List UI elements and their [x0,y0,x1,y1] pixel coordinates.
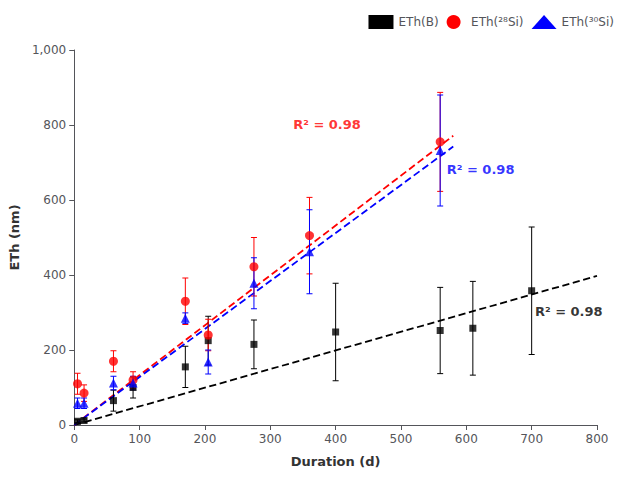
svg-text:600: 600 [43,193,66,207]
svg-text:800: 800 [586,432,609,446]
svg-text:300: 300 [259,432,282,446]
svg-text:400: 400 [324,432,347,446]
svg-text:100: 100 [128,432,151,446]
svg-text:400: 400 [43,268,66,282]
svg-text:1,000: 1,000 [32,43,66,57]
svg-text:500: 500 [390,432,413,446]
svg-text:R² = 0.98: R² = 0.98 [447,162,515,177]
svg-text:ETh (nm): ETh (nm) [7,204,22,270]
svg-text:600: 600 [455,432,478,446]
svg-text:800: 800 [43,118,66,132]
svg-text:0: 0 [59,418,67,432]
svg-text:ETh(³⁰Si): ETh(³⁰Si) [562,15,614,29]
svg-text:200: 200 [43,343,66,357]
svg-text:0: 0 [70,432,78,446]
svg-text:ETh(B): ETh(B) [398,15,438,29]
svg-text:200: 200 [193,432,216,446]
svg-text:R² = 0.98: R² = 0.98 [293,117,361,132]
svg-text:700: 700 [520,432,543,446]
svg-text:R² = 0.98: R² = 0.98 [535,304,603,319]
svg-text:Duration (d): Duration (d) [291,454,381,469]
svg-text:ETh(²⁸Si): ETh(²⁸Si) [471,15,523,29]
